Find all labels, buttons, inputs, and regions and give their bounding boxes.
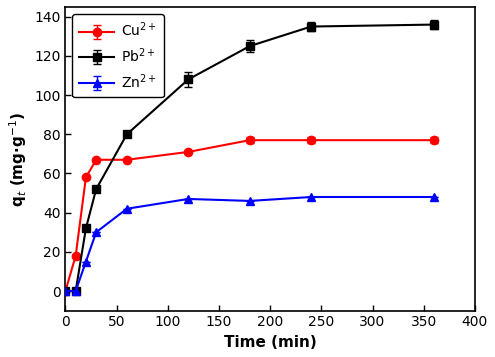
Legend: Cu$^{2+}$, Pb$^{2+}$, Zn$^{2+}$: Cu$^{2+}$, Pb$^{2+}$, Zn$^{2+}$ xyxy=(72,14,164,97)
Y-axis label: q$_{t}$ (mg·g$^{-1}$): q$_{t}$ (mg·g$^{-1}$) xyxy=(7,111,29,207)
X-axis label: Time (min): Time (min) xyxy=(224,335,317,350)
